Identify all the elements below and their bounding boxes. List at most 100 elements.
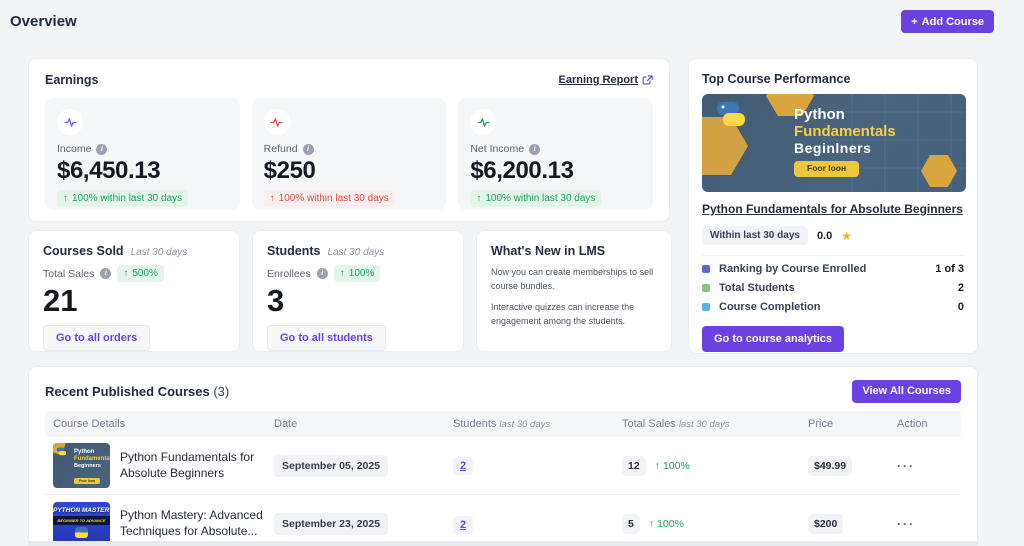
column-date: Date [274, 418, 298, 430]
add-course-label: Add Course [921, 15, 984, 28]
total-students-stat-row: Total Students 2 [702, 282, 964, 294]
earnings-title: Earnings [45, 73, 99, 87]
refund-card: Refund i $250 ↑ 100% within last 30 days [251, 98, 447, 210]
course-completion-stat-row: Course Completion 0 [702, 301, 964, 313]
course-title-link[interactable]: Python Fundamentals for Absolute Beginne… [120, 449, 255, 480]
refund-trend-text: 100% within last 30 days [278, 193, 389, 204]
thumb-line: Fundamentals [794, 122, 896, 140]
students-period: Last 30 days [327, 247, 385, 258]
top-course-thumbnail[interactable]: Python Fundamentals Beginlners Foor looн [702, 94, 966, 192]
net-income-value: $6,200.13 [470, 157, 574, 184]
course-thumbnail[interactable]: PYTHON MASTERY BEGINNER TO ADVANCE [53, 501, 110, 546]
net-income-trend-text: 100% within last 30 days [485, 193, 596, 204]
thumb-badge: Foor looн [74, 478, 101, 485]
thumb-line: Python [794, 106, 845, 123]
courses-sold-period: Last 30 days [130, 247, 188, 258]
divider [702, 255, 964, 256]
plus-icon: + [911, 15, 918, 28]
date-badge: September 23, 2025 [274, 513, 389, 535]
view-all-courses-button[interactable]: View All Courses [852, 379, 961, 403]
row-action-menu-button[interactable]: ··· [897, 458, 915, 473]
refund-label: Refund [263, 143, 298, 155]
info-icon[interactable]: i [316, 268, 328, 279]
income-value: $6,450.13 [57, 157, 161, 184]
info-icon[interactable]: i [100, 268, 112, 279]
enrollees-label: Enrollees [267, 267, 311, 280]
courses-sold-card: Courses Sold Last 30 days Total Sales i … [28, 230, 240, 352]
course-completion-bullet-icon [702, 303, 710, 311]
refund-activity-icon [263, 109, 290, 135]
net-income-activity-icon [470, 109, 497, 135]
go-to-course-analytics-button[interactable]: Go to course analytics [702, 326, 844, 352]
sales-trend-text: 100% [662, 459, 690, 472]
sales-trend-text: 100% [657, 518, 684, 530]
top-course-performance-card: Top Course Performance Python [688, 58, 978, 354]
star-icon: ★ [841, 228, 852, 243]
income-activity-icon [57, 109, 83, 135]
column-students-label: Students [453, 418, 497, 430]
table-row: PYTHON MASTERY BEGINNER TO ADVANCE Pytho… [45, 495, 961, 546]
whats-new-card: What's New in LMS Now you can create mem… [476, 230, 672, 352]
thumbnail-decoration [702, 94, 966, 192]
table-header-row: Course Details Date Students last 30 days… [45, 411, 961, 437]
net-income-card: Net Income i $6,200.13 ↑ 100% within las… [458, 98, 654, 210]
course-completion-label: Course Completion [719, 301, 821, 313]
external-link-icon [642, 74, 653, 85]
ranking-label: Ranking by Course Enrolled [719, 263, 867, 275]
enrollees-trend-badge: ↑ 100% [333, 265, 381, 282]
thumb-band: BEGINNER TO ADVANCE [53, 515, 110, 525]
students-count-link[interactable]: 2 [453, 515, 474, 534]
earning-report-label: Earning Report [558, 74, 638, 86]
thumbnail-text: Python Fundamentals Beginlners Foor looн [794, 106, 896, 177]
go-to-all-students-button[interactable]: Go to all students [267, 325, 386, 351]
recent-courses-count: (3) [213, 383, 230, 399]
total-students-value: 2 [957, 282, 964, 294]
recent-published-courses-card: Recent Published Courses (3) View All Co… [28, 366, 978, 546]
course-cell[interactable]: PYTHON MASTERY BEGINNER TO ADVANCE Pytho… [53, 501, 274, 546]
row-action-menu-button[interactable]: ··· [897, 517, 915, 531]
column-total-sales: Total Sales last 30 days [622, 418, 808, 430]
table-row: Python Fundamental Beginners Foor looн P… [45, 437, 961, 495]
thumbnail-text: Python Fundamental Beginners Foor looн [74, 449, 110, 487]
up-arrow-icon: ↑ [648, 518, 655, 530]
course-thumbnail[interactable]: Python Fundamental Beginners Foor looн [53, 443, 110, 488]
total-sales-value: 21 [43, 283, 78, 318]
ranking-stat-row: Ranking by Course Enrolled 1 of 3 [702, 263, 964, 275]
price-badge: $49.99 [808, 455, 853, 476]
thumb-line: Beginlners [794, 139, 872, 156]
add-course-button[interactable]: + Add Course [901, 10, 994, 33]
thumb-line: PYTHON MASTERY [53, 506, 110, 514]
students-title: Students [267, 244, 321, 258]
ranking-value: 1 of 3 [935, 263, 964, 275]
earnings-card: Earnings Earning Report Income i $6,450 [28, 58, 670, 222]
horizontal-scrollbar[interactable] [28, 541, 978, 546]
total-sales-label: Total Sales [43, 267, 95, 280]
income-card: Income i $6,450.13 ↑ 100% within last 30… [45, 98, 240, 210]
recent-courses-title: Recent Published Courses (3) [45, 384, 229, 399]
price-badge: $200 [808, 514, 844, 534]
python-logo-icon [717, 102, 745, 126]
recent-courses-title-text: Recent Published Courses [45, 383, 210, 399]
period-badge: Within last 30 days [702, 226, 808, 245]
up-arrow-icon: ↑ [63, 193, 68, 204]
info-icon[interactable]: i [302, 143, 314, 155]
column-price: Price [808, 418, 834, 430]
up-arrow-icon: ↑ [123, 268, 129, 279]
info-icon[interactable]: i [529, 143, 541, 155]
info-icon[interactable]: i [96, 143, 108, 155]
go-to-all-orders-button[interactable]: Go to all orders [43, 325, 151, 351]
column-students-suffix: last 30 days [499, 419, 551, 430]
students-card: Students Last 30 days Enrollees i ↑ 100%… [252, 230, 464, 352]
python-logo-icon [56, 447, 67, 456]
ranking-bullet-icon [702, 265, 710, 273]
students-count-link[interactable]: 2 [453, 457, 474, 475]
top-course-link[interactable]: Python Fundamentals for Absolute Beginne… [702, 202, 963, 216]
python-logo-icon [75, 526, 88, 538]
course-cell[interactable]: Python Fundamental Beginners Foor looн P… [53, 443, 274, 488]
course-title-link[interactable]: Python Mastery: Advanced Techniques for … [120, 508, 263, 538]
net-income-trend-badge: ↑ 100% within last 30 days [470, 190, 602, 207]
earning-report-link[interactable]: Earning Report [559, 74, 653, 86]
income-trend-badge: ↑ 100% within last 30 days [57, 190, 189, 207]
thumb-line: Fundamental [74, 455, 110, 462]
whats-new-item: Now you can create memberships to sell c… [491, 267, 654, 291]
